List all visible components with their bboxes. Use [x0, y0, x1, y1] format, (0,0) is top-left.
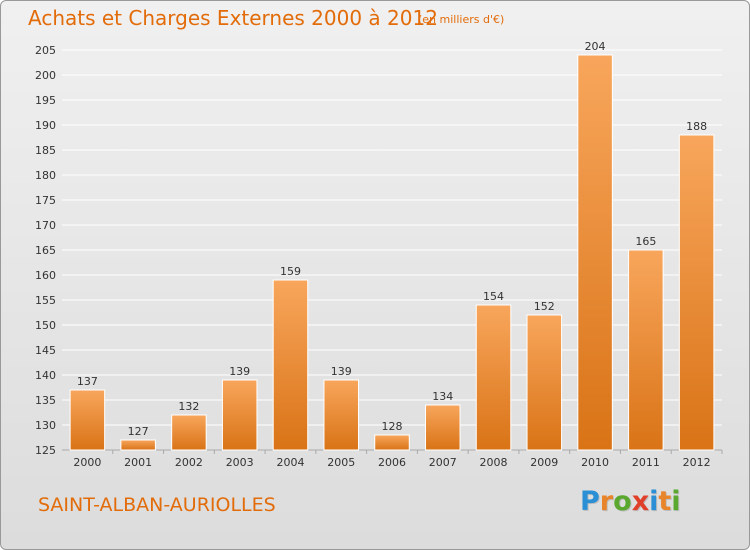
logo-letter: i: [649, 486, 659, 517]
bar-2012: [678, 134, 715, 451]
x-tick-label-2004: 2004: [276, 456, 304, 469]
y-tick-label: 160: [35, 269, 56, 282]
data-label-2010: 204: [585, 40, 606, 53]
data-label-2003: 139: [229, 365, 250, 378]
data-label-2012: 188: [686, 120, 707, 133]
y-tick-label: 180: [35, 169, 56, 182]
x-tick-label-2009: 2009: [530, 456, 558, 469]
x-tick-label-2011: 2011: [632, 456, 660, 469]
bar-2004: [272, 279, 309, 451]
data-label-2008: 154: [483, 290, 504, 303]
data-label-2000: 137: [77, 375, 98, 388]
logo-letter: x: [631, 486, 650, 517]
bar-2001: [120, 439, 156, 451]
x-tick-label-2003: 2003: [226, 456, 254, 469]
data-label-2001: 127: [128, 425, 149, 438]
data-label-2006: 128: [382, 420, 403, 433]
bar-2010: [577, 54, 613, 451]
bar-2000: [69, 389, 106, 451]
logo-letter: P: [580, 486, 600, 517]
y-tick-label: 185: [35, 144, 56, 157]
data-label-2009: 152: [534, 300, 555, 313]
x-tick-label-2010: 2010: [581, 456, 609, 469]
x-tick-label-2005: 2005: [327, 456, 355, 469]
chart-subtitle: (en milliers d'€): [418, 13, 505, 26]
y-tick-label: 200: [35, 69, 56, 82]
logo-letter: o: [613, 486, 632, 517]
y-tick-label: 125: [35, 444, 56, 457]
bar-2002: [171, 414, 207, 451]
data-label-2011: 165: [635, 235, 656, 248]
chart-title: Achats et Charges Externes 2000 à 2012: [28, 6, 438, 30]
x-tick-label-2001: 2001: [124, 456, 152, 469]
commune-name: SAINT-ALBAN-AURIOLLES: [38, 494, 276, 516]
bar-2006: [374, 434, 410, 451]
data-label-2002: 132: [178, 400, 199, 413]
y-tick-label: 155: [35, 294, 56, 307]
x-tick-label-2012: 2012: [683, 456, 711, 469]
logo-letter: t: [658, 486, 672, 517]
data-label-2005: 139: [331, 365, 352, 378]
y-tick-label: 205: [35, 44, 56, 57]
x-tick-label-2006: 2006: [378, 456, 406, 469]
x-tick-label-2002: 2002: [175, 456, 203, 469]
x-tick-label-2000: 2000: [73, 456, 101, 469]
y-tick-label: 140: [35, 369, 56, 382]
y-tick-label: 130: [35, 419, 56, 432]
data-label-2007: 134: [432, 390, 453, 403]
y-tick-label: 165: [35, 244, 56, 257]
y-tick-label: 195: [35, 94, 56, 107]
bar-2005: [323, 379, 359, 451]
x-tick-label-2007: 2007: [429, 456, 457, 469]
bar-2009: [526, 314, 563, 451]
logo-letter: i: [671, 486, 681, 517]
y-tick-label: 190: [35, 119, 56, 132]
y-tick-label: 150: [35, 319, 56, 332]
logo-letter: r: [599, 486, 614, 517]
proxiti-logo: Proxiti: [580, 486, 681, 517]
y-tick-label: 135: [35, 394, 56, 407]
bar-2007: [425, 404, 461, 451]
bar-2003: [221, 379, 258, 451]
bar-2011: [628, 249, 664, 451]
y-tick-label: 170: [35, 219, 56, 232]
data-label-2004: 159: [280, 265, 301, 278]
y-tick-label: 145: [35, 344, 56, 357]
x-tick-label-2008: 2008: [480, 456, 508, 469]
y-tick-label: 175: [35, 194, 56, 207]
bar-2008: [475, 304, 512, 451]
